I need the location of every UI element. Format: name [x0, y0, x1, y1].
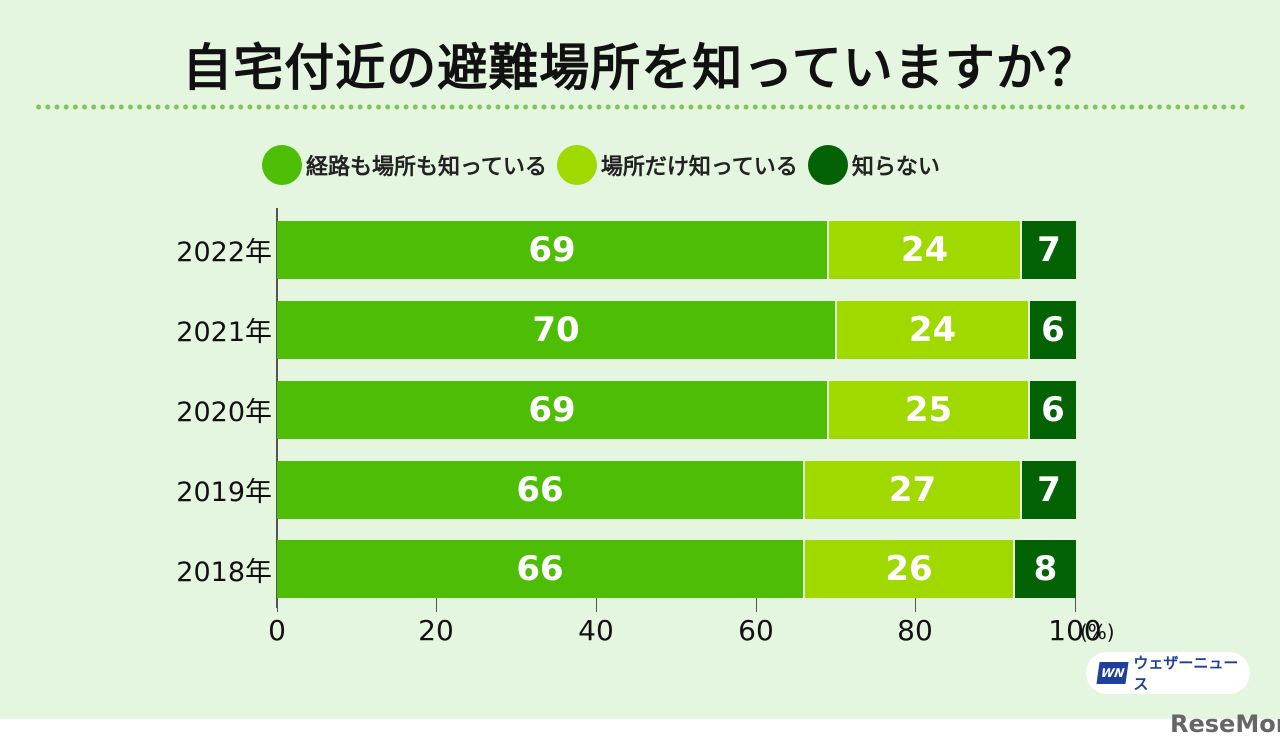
bar-segment-route-and-place: 66: [277, 461, 803, 519]
bar-segment-unknown: 8: [1013, 540, 1076, 598]
bar-2018: 66 26 8: [277, 540, 1076, 598]
row-label-2020: 2020年: [176, 397, 272, 428]
bar-segment-unknown: 7: [1020, 221, 1076, 279]
weathernews-text: ウェザーニュース: [1133, 654, 1239, 693]
dotted-divider: [34, 104, 1246, 110]
x-tick: [1075, 598, 1076, 612]
row-label-2021: 2021年: [176, 317, 272, 348]
row-label-2022: 2022年: [176, 237, 272, 268]
legend-item-unknown: 知らない: [807, 145, 940, 185]
bar-segment-place-only: 25: [827, 381, 1028, 439]
x-tick-label: 20: [418, 614, 454, 647]
x-tick-label: 80: [897, 614, 933, 647]
bar-segment-unknown: 6: [1028, 381, 1076, 439]
legend-swatch-icon: [556, 145, 597, 185]
legend-swatch-icon: [262, 145, 302, 185]
legend-label: 場所だけ知っている: [600, 155, 798, 180]
bar-segment-place-only: 26: [803, 540, 1013, 598]
chart-title: 自宅付近の避難場所を知っていますか？: [182, 39, 1098, 97]
legend-label: 知らない: [851, 155, 940, 180]
row-label-2019: 2019年: [176, 477, 272, 508]
x-tick: [596, 598, 597, 612]
legend: 経路も場所も知っている 場所だけ知っている 知らない: [262, 144, 950, 186]
row-label-2018: 2018年: [176, 557, 272, 588]
bar-segment-unknown: 7: [1020, 461, 1076, 519]
legend-item-route-and-place: 経路も場所も知っている: [262, 145, 547, 185]
bar-segment-place-only: 24: [827, 221, 1020, 279]
bar-segment-place-only: 27: [803, 461, 1020, 519]
bar-2021: 70 24 6: [277, 301, 1076, 359]
bar-2019: 66 27 7: [277, 461, 1076, 519]
bar-2022: 69 24 7: [277, 221, 1076, 279]
weathernews-badge: WN ウェザーニュース: [1086, 652, 1250, 694]
x-tick-label: 60: [738, 614, 774, 647]
bar-2020: 69 25 6: [277, 381, 1076, 439]
x-tick: [756, 598, 757, 612]
resemom-logo: ReseMom: [1170, 710, 1280, 738]
x-axis-unit: (%): [1080, 620, 1115, 644]
chart-background: [0, 0, 1280, 719]
legend-label: 経路も場所も知っている: [306, 155, 547, 180]
x-tick: [436, 598, 437, 612]
legend-swatch-icon: [807, 145, 848, 185]
bar-segment-route-and-place: 69: [277, 381, 827, 439]
x-tick-label: 40: [578, 614, 614, 647]
bar-segment-route-and-place: 70: [277, 301, 835, 359]
x-tick-label: 100: [1048, 614, 1102, 647]
bar-segment-place-only: 24: [835, 301, 1028, 359]
bar-segment-route-and-place: 66: [277, 540, 803, 598]
x-tick: [915, 598, 916, 612]
x-tick-label: 0: [268, 614, 286, 647]
weathernews-logo-icon: WN: [1096, 662, 1129, 684]
bar-segment-route-and-place: 69: [277, 221, 827, 279]
x-tick: [277, 598, 278, 612]
bar-segment-unknown: 6: [1028, 301, 1076, 359]
legend-item-place-only: 場所だけ知っている: [556, 145, 798, 185]
